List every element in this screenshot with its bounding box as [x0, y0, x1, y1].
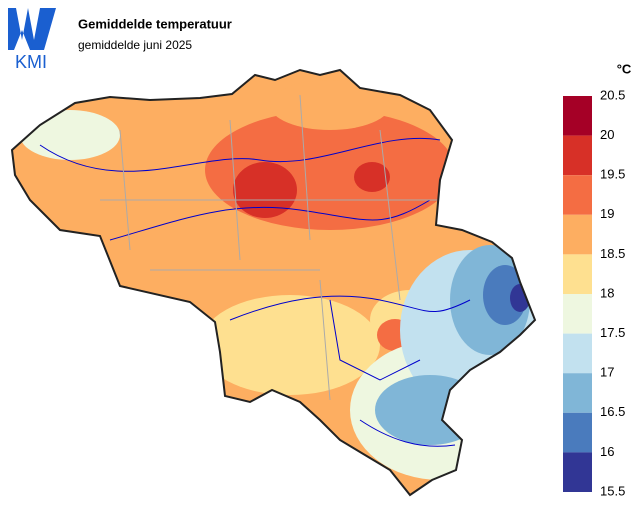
title: Gemiddelde temperatuur	[78, 16, 232, 31]
colorbar: 20.5 20 19.5 19 18.5 18 17.5 17 16.5 16 15.5	[563, 87, 625, 498]
colorbar-tick-label: 16	[600, 444, 614, 459]
logo: KMI	[8, 8, 56, 72]
colorbar-band	[563, 333, 592, 374]
logo-text: KMI	[15, 52, 47, 72]
region	[20, 110, 120, 160]
colorbar-band	[563, 135, 592, 176]
colorbar-band	[563, 294, 592, 334]
region	[354, 162, 390, 192]
colorbar-tick-label: 17	[600, 365, 614, 380]
colorbar-band	[563, 214, 592, 255]
colorbar-tick-label: 18	[600, 285, 614, 300]
colorbar-band	[563, 452, 592, 492]
region	[233, 162, 297, 218]
colorbar-tick-label: 19	[600, 206, 614, 221]
colorbar-band	[563, 254, 592, 294]
colorbar-tick-label: 19.5	[600, 167, 625, 182]
subtitle: gemiddelde juni 2025	[78, 38, 192, 52]
region	[270, 80, 390, 130]
borders	[100, 94, 440, 401]
region	[200, 295, 380, 395]
colorbar-band	[563, 175, 592, 215]
colorbar-tick-label: 15.5	[600, 483, 625, 498]
legend-unit: °C	[617, 61, 632, 76]
colorbar-tick-label: 16.5	[600, 404, 625, 419]
colorbar-tick-label: 17.5	[600, 325, 625, 340]
colorbar-band	[563, 96, 592, 136]
map	[12, 70, 535, 495]
rivers	[39, 137, 471, 447]
colorbar-tick-label: 18.5	[600, 246, 625, 261]
colorbar-band	[563, 373, 592, 413]
colorbar-tick-label: 20.5	[600, 87, 625, 102]
colorbar-band	[563, 412, 592, 453]
country-outline	[10, 68, 537, 497]
region	[375, 375, 485, 445]
logo-shape	[8, 8, 56, 50]
colorbar-tick-label: 20	[600, 127, 614, 142]
